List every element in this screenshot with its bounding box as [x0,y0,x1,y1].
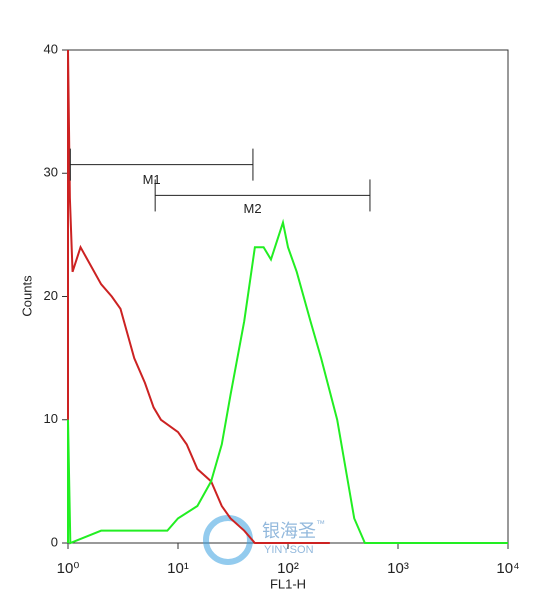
y-tick-label: 40 [44,41,58,56]
y-tick-label: 10 [44,411,58,426]
histogram-line [67,218,508,545]
plot-frame [67,49,509,544]
histogram-line [67,49,330,544]
y-tick-label: 20 [44,288,58,303]
watermark-text: 银海圣 [262,521,316,542]
x-tick-label: 10⁰ [57,560,80,577]
watermark-logo [203,515,253,565]
gate-label: M2 [244,201,262,216]
x-tick-label: 10⁴ [496,560,519,577]
y-tick-label: 30 [44,165,58,180]
x-tick-label: 10³ [387,560,409,577]
y-tick-label: 0 [51,534,58,549]
x-tick-label: 10² [277,560,299,577]
watermark-tm: ™ [316,518,325,528]
x-tick-label: 10¹ [167,560,189,577]
watermark-sub: YINYSON [264,544,314,556]
y-axis-label: Counts [19,275,34,317]
gate-label: M1 [143,172,161,187]
watermark: 银海圣 ™ YINYSON [203,515,325,565]
x-axis-label: FL1-H [270,576,306,591]
